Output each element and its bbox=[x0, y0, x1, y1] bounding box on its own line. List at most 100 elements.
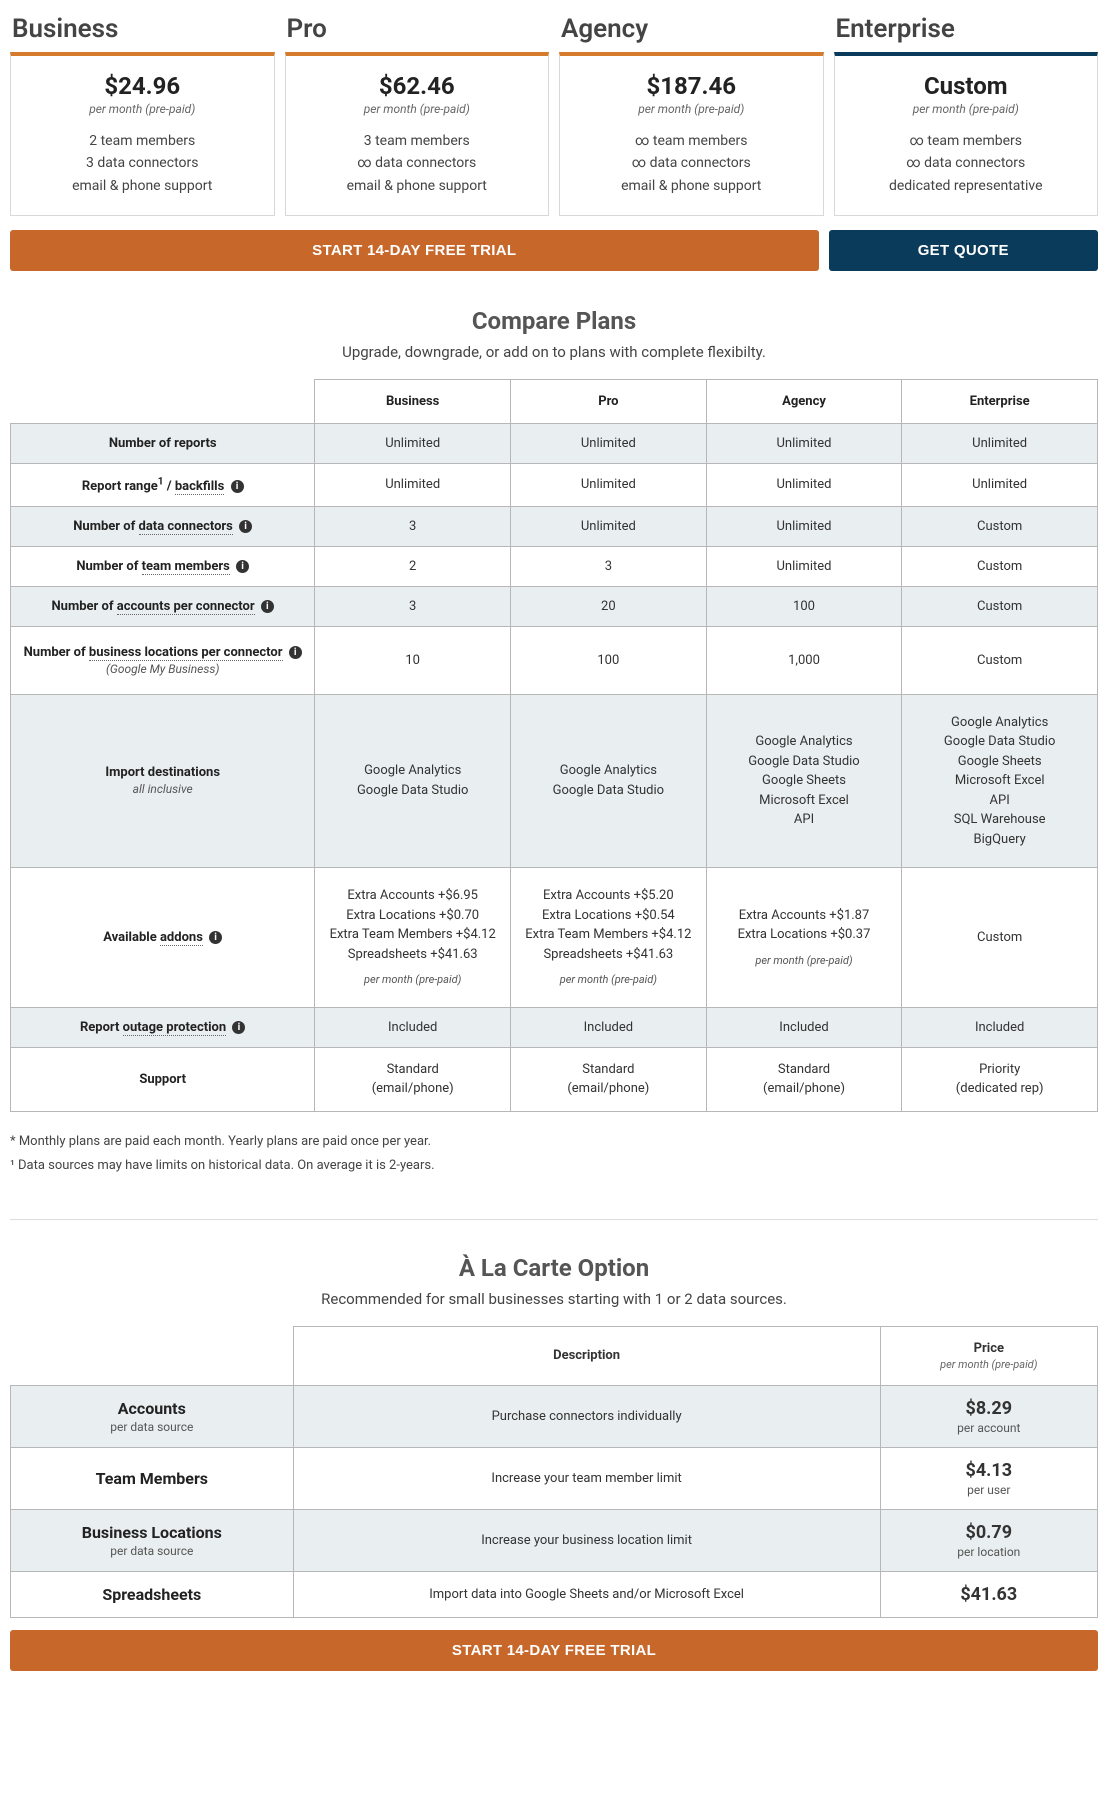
start-trial-button[interactable]: START 14-DAY FREE TRIAL bbox=[10, 230, 819, 271]
plan-card-body: $24.96 per month (pre-paid) 2 team membe… bbox=[10, 52, 275, 216]
cell: Unlimited bbox=[706, 424, 902, 464]
carte-desc-cell: Increase your business location limit bbox=[293, 1509, 880, 1571]
plan-period: per month (pre-paid) bbox=[21, 102, 264, 116]
compare-col-enterprise: Enterprise bbox=[902, 380, 1098, 424]
info-icon[interactable]: i bbox=[231, 480, 244, 493]
cell: 3 bbox=[315, 506, 511, 546]
cell: Priority(dedicated rep) bbox=[902, 1047, 1098, 1111]
plan-period: per month (pre-paid) bbox=[570, 102, 813, 116]
table-row: Number of accounts per connector i320100… bbox=[11, 586, 1098, 626]
info-icon[interactable]: i bbox=[232, 1021, 245, 1034]
cta-row: START 14-DAY FREE TRIAL GET QUOTE bbox=[10, 230, 1098, 271]
carte-label-cell: Spreadsheets bbox=[11, 1571, 294, 1617]
table-row: Number of team members i23UnlimitedCusto… bbox=[11, 546, 1098, 586]
table-row: Number of reportsUnlimitedUnlimitedUnlim… bbox=[11, 424, 1098, 464]
cell: Google AnalyticsGoogle Data Studio bbox=[511, 694, 707, 868]
plan-card-pro: Pro $62.46 per month (pre-paid) 3 team m… bbox=[285, 10, 550, 216]
carte-title: À La Carte Option bbox=[10, 1254, 1098, 1282]
info-icon[interactable]: i bbox=[209, 931, 222, 944]
info-icon[interactable]: i bbox=[239, 520, 252, 533]
plan-card-body: $62.46 per month (pre-paid) 3 team membe… bbox=[285, 52, 550, 216]
table-row: Report outage protection iIncludedInclud… bbox=[11, 1007, 1098, 1047]
cell: Extra Accounts +$1.87Extra Locations +$0… bbox=[706, 868, 902, 1008]
table-row: Business Locationsper data source Increa… bbox=[11, 1509, 1098, 1571]
table-row: Available addons iExtra Accounts +$6.95E… bbox=[11, 868, 1098, 1008]
plan-card-body: $187.46 per month (pre-paid) ∞ team memb… bbox=[559, 52, 824, 216]
carte-price-cell: $8.29per account bbox=[880, 1385, 1097, 1447]
cell: 2 bbox=[315, 546, 511, 586]
plan-price: $24.96 bbox=[21, 72, 264, 100]
compare-subtitle: Upgrade, downgrade, or add on to plans w… bbox=[10, 343, 1098, 361]
carte-header-price: Price per month (pre-paid) bbox=[880, 1326, 1097, 1385]
info-icon[interactable]: i bbox=[261, 600, 274, 613]
cell: Unlimited bbox=[706, 506, 902, 546]
plan-price: $62.46 bbox=[296, 72, 539, 100]
plan-feature: ∞ data connectors bbox=[296, 152, 539, 174]
plan-feature: ∞ data connectors bbox=[845, 152, 1088, 174]
plan-price: Custom bbox=[845, 72, 1088, 100]
cell: 3 bbox=[511, 546, 707, 586]
table-row: Report range1 / backfills iUnlimitedUnli… bbox=[11, 464, 1098, 506]
cell: Unlimited bbox=[706, 464, 902, 506]
carte-desc-cell: Purchase connectors individually bbox=[293, 1385, 880, 1447]
cell: Unlimited bbox=[706, 546, 902, 586]
cell: Included bbox=[902, 1007, 1098, 1047]
row-label-cell: Report outage protection i bbox=[11, 1007, 315, 1047]
cell: Custom bbox=[902, 626, 1098, 694]
plan-title: Pro bbox=[285, 10, 550, 52]
row-label-cell: Available addons i bbox=[11, 868, 315, 1008]
table-row: Team Members Increase your team member l… bbox=[11, 1447, 1098, 1509]
cell: Custom bbox=[902, 506, 1098, 546]
cell: Standard(email/phone) bbox=[511, 1047, 707, 1111]
plan-feature: ∞ team members bbox=[845, 130, 1088, 152]
info-icon[interactable]: i bbox=[289, 646, 302, 659]
plan-card-agency: Agency $187.46 per month (pre-paid) ∞ te… bbox=[559, 10, 824, 216]
cell: Extra Accounts +$5.20Extra Locations +$0… bbox=[511, 868, 707, 1008]
cell: Extra Accounts +$6.95Extra Locations +$0… bbox=[315, 868, 511, 1008]
carte-label-cell: Business Locationsper data source bbox=[11, 1509, 294, 1571]
carte-price-cell: $4.13per user bbox=[880, 1447, 1097, 1509]
cell: Google AnalyticsGoogle Data Studio bbox=[315, 694, 511, 868]
cell: 100 bbox=[511, 626, 707, 694]
carte-price-cell: $0.79per location bbox=[880, 1509, 1097, 1571]
carte-table: Description Price per month (pre-paid) A… bbox=[10, 1326, 1098, 1618]
plan-cards-row: Business $24.96 per month (pre-paid) 2 t… bbox=[10, 10, 1098, 216]
cell: Custom bbox=[902, 868, 1098, 1008]
compare-footnotes: * Monthly plans are paid each month. Yea… bbox=[10, 1130, 1098, 1179]
carte-subtitle: Recommended for small businesses startin… bbox=[10, 1290, 1098, 1308]
table-row: Accountsper data source Purchase connect… bbox=[11, 1385, 1098, 1447]
compare-col-agency: Agency bbox=[706, 380, 902, 424]
info-icon[interactable]: i bbox=[236, 560, 249, 573]
row-label-cell: Number of data connectors i bbox=[11, 506, 315, 546]
cell: Included bbox=[315, 1007, 511, 1047]
plan-feature: ∞ team members bbox=[570, 130, 813, 152]
cell: Unlimited bbox=[511, 424, 707, 464]
carte-label-cell: Accountsper data source bbox=[11, 1385, 294, 1447]
compare-table: BusinessProAgencyEnterprise Number of re… bbox=[10, 379, 1098, 1111]
carte-price-cell: $41.63 bbox=[880, 1571, 1097, 1617]
section-divider bbox=[10, 1219, 1098, 1220]
table-row: Number of data connectors i3UnlimitedUnl… bbox=[11, 506, 1098, 546]
footnote: ¹ Data sources may have limits on histor… bbox=[10, 1154, 1098, 1179]
plan-feature: 3 team members bbox=[296, 130, 539, 152]
plan-title: Business bbox=[10, 10, 275, 52]
plan-title: Enterprise bbox=[834, 10, 1099, 52]
plan-feature: 2 team members bbox=[21, 130, 264, 152]
cell: Unlimited bbox=[315, 464, 511, 506]
get-quote-button[interactable]: GET QUOTE bbox=[829, 230, 1099, 271]
table-row: SupportStandard(email/phone)Standard(ema… bbox=[11, 1047, 1098, 1111]
plan-period: per month (pre-paid) bbox=[296, 102, 539, 116]
table-row: Import destinationsall inclusiveGoogle A… bbox=[11, 694, 1098, 868]
start-trial-button-bottom[interactable]: START 14-DAY FREE TRIAL bbox=[10, 1630, 1098, 1671]
cell: 100 bbox=[706, 586, 902, 626]
plan-feature: email & phone support bbox=[296, 175, 539, 197]
row-label-cell: Import destinationsall inclusive bbox=[11, 694, 315, 868]
row-label-cell: Report range1 / backfills i bbox=[11, 464, 315, 506]
cell: Included bbox=[706, 1007, 902, 1047]
carte-header-description: Description bbox=[293, 1326, 880, 1385]
compare-col-business: Business bbox=[315, 380, 511, 424]
row-label-cell: Number of reports bbox=[11, 424, 315, 464]
footnote: * Monthly plans are paid each month. Yea… bbox=[10, 1130, 1098, 1155]
cell: Standard(email/phone) bbox=[315, 1047, 511, 1111]
plan-period: per month (pre-paid) bbox=[845, 102, 1088, 116]
